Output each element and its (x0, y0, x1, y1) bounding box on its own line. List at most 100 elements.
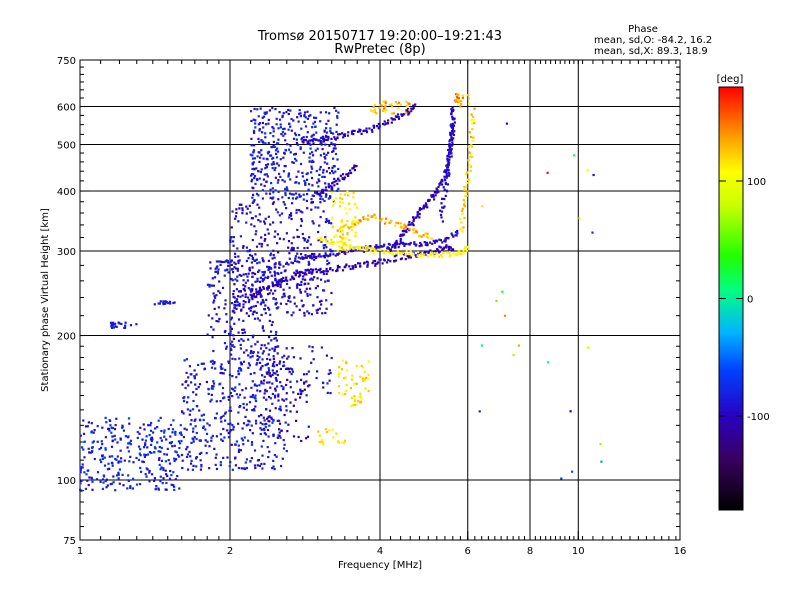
data-point (336, 189, 339, 192)
x-tick-label: 16 (674, 546, 687, 557)
data-point (309, 152, 312, 155)
data-point (302, 193, 305, 196)
data-point (318, 441, 321, 444)
data-point (462, 251, 465, 254)
data-point (276, 162, 279, 165)
data-point (339, 230, 342, 233)
data-point (448, 174, 451, 177)
data-point (328, 242, 332, 245)
data-point (176, 454, 180, 457)
data-point (202, 426, 205, 429)
data-point (255, 311, 258, 314)
data-point (177, 440, 180, 443)
data-point (249, 110, 253, 113)
data-point (286, 311, 289, 314)
data-point (411, 107, 414, 110)
data-point (337, 187, 340, 190)
data-point (261, 197, 264, 200)
data-point (83, 440, 86, 443)
data-point (274, 407, 277, 410)
data-point (285, 405, 288, 408)
data-point (451, 124, 455, 128)
data-point (186, 408, 189, 411)
data-point (138, 483, 142, 486)
data-point (433, 198, 436, 201)
data-point (312, 137, 315, 140)
data-point (259, 432, 262, 436)
data-point (264, 238, 267, 241)
data-point (300, 439, 303, 443)
data-point (199, 439, 202, 442)
data-point (367, 373, 370, 376)
data-point (325, 246, 328, 249)
data-point (279, 405, 282, 408)
data-point (255, 384, 258, 387)
data-point (305, 380, 308, 383)
data-point (173, 488, 176, 491)
data-point (294, 181, 297, 184)
data-point (397, 101, 401, 104)
data-point (212, 292, 215, 295)
data-point (252, 292, 255, 296)
data-point (241, 294, 244, 297)
data-point (307, 239, 310, 242)
data-point (313, 258, 316, 261)
data-point (275, 306, 278, 310)
data-point (228, 465, 231, 468)
data-point (371, 247, 374, 250)
data-point (322, 247, 325, 250)
data-point (315, 131, 318, 134)
data-point (237, 373, 240, 376)
data-point (285, 276, 288, 279)
data-point (314, 149, 317, 152)
data-point (109, 424, 112, 427)
data-point (378, 106, 381, 109)
data-point (273, 162, 276, 166)
data-point (338, 371, 341, 374)
data-point (126, 446, 129, 449)
data-point (468, 131, 471, 134)
data-point (245, 205, 248, 208)
data-point (322, 255, 325, 258)
data-point (300, 220, 303, 223)
data-point (451, 115, 454, 118)
data-point (274, 230, 277, 233)
data-point (275, 208, 278, 211)
data-point (298, 288, 302, 291)
data-point (229, 238, 232, 241)
data-point (383, 222, 387, 225)
data-point (466, 94, 469, 97)
data-point (435, 250, 438, 253)
data-point (353, 202, 356, 205)
data-point (383, 110, 386, 113)
data-point (144, 453, 148, 457)
data-point (285, 450, 288, 453)
data-point (396, 249, 399, 252)
data-point (268, 308, 271, 311)
data-point (124, 321, 127, 324)
data-point (350, 378, 353, 381)
data-point (241, 209, 244, 212)
data-point (444, 245, 447, 248)
y-tick-label: 750 (57, 56, 76, 67)
data-point (324, 186, 327, 189)
data-point (227, 432, 230, 435)
data-point (292, 119, 295, 122)
data-point (404, 111, 407, 114)
data-point (195, 404, 198, 408)
data-point (243, 351, 246, 354)
data-point (143, 446, 146, 449)
data-point (252, 334, 255, 337)
data-point (374, 264, 377, 267)
data-point (294, 152, 297, 155)
data-point (268, 192, 272, 195)
data-point (285, 367, 288, 370)
phase-stats-o: mean, sd,O: -84.2, 16.2 (594, 35, 712, 46)
data-point (238, 207, 241, 210)
data-point (473, 107, 476, 110)
data-point (266, 276, 269, 280)
data-point (457, 99, 460, 102)
data-point (91, 478, 94, 481)
data-point (341, 250, 344, 253)
data-point (440, 180, 443, 183)
